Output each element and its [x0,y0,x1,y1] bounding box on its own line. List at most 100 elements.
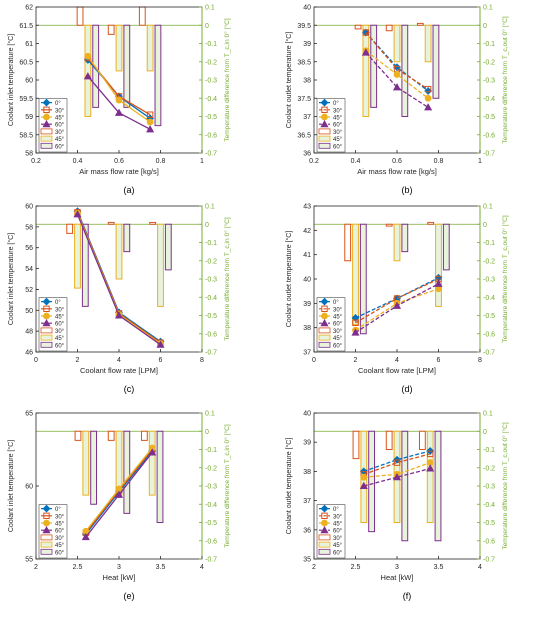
x-axis-label: Air mass flow rate [kg/s] [79,167,159,176]
diff-bar-60deg-3 [442,223,450,271]
data-point-30deg-1 [352,319,359,327]
diff-bar-30deg-1 [66,223,74,234]
legend-entry: 60° [333,343,343,349]
legend-bar-swatch [318,334,331,341]
y2-tick-label: 0.1 [205,5,215,12]
diff-bar-45deg-2 [393,223,401,262]
legend-marker [320,525,329,534]
x-axis-label: Coolant flow rate [LPM] [358,366,436,375]
diff-bar-30deg-3 [138,6,146,26]
legend-bar-swatch [318,341,331,348]
y2-tick-label: -0.6 [483,132,495,139]
legend-bar-swatch [40,541,53,548]
y-tick-label: 40 [303,411,311,418]
y-tick-label: 60.5 [19,59,33,66]
panel-caption: (f) [403,591,412,601]
diff-bar-30deg-2 [107,24,115,35]
y2-tick-label: -0.6 [483,331,495,338]
y2-axis-label: Temperature difference from T_c,in 0° [°… [223,217,231,341]
legend-marker [42,98,51,107]
y2-tick-label: -0.6 [205,538,217,545]
x-tick-label: 6 [159,357,163,364]
diff-bar-30deg-2 [107,430,115,441]
diff-bar-45deg-2 [393,24,401,63]
y2-axis-label: Temperature difference from T_c,out 0° [… [501,422,509,550]
legend-entry: 60° [333,550,343,556]
series-line-30deg [355,278,439,324]
data-point-60deg-3 [426,464,435,472]
legend-marker [43,512,50,519]
y-tick-label: 36 [303,151,311,158]
y2-tick-label: -0.2 [205,59,217,66]
legend-entry: 60° [55,529,65,535]
legend-entry: 30° [55,329,65,335]
y2-tick-label: -0.3 [205,277,217,284]
y-tick-label: 36.5 [297,132,311,139]
diff-bar-30deg-3 [149,221,157,225]
diff-bar-60deg-2 [123,430,131,514]
data-point-60deg-1 [359,481,368,490]
y2-axis-label: Temperature difference from T_c,in 0° [°… [223,18,231,142]
diff-bar-30deg-2 [107,221,115,225]
legend: 0°30°45°60°30°45°60° [38,504,68,559]
y-tick-label: 60 [25,204,33,211]
y2-tick-label: -0.6 [483,538,495,545]
diff-bar-45deg-2 [115,223,123,280]
y2-tick-label: -0.4 [483,502,495,509]
y2-tick-label: -0.5 [483,114,495,121]
legend-marker [42,504,51,513]
legend-entry: 60° [55,550,65,556]
legend-entry: 30° [333,130,343,136]
legend-bar-swatch [318,541,331,548]
x-tick-label: 2 [34,564,38,571]
legend-bar-swatch [40,548,53,555]
y-tick-label: 60 [25,484,33,491]
legend-marker [321,305,328,313]
legend-entry: 60° [333,322,343,328]
legend-entry: 0° [55,101,61,107]
y2-tick-label: -0.5 [205,313,217,320]
legend-entry: 60° [55,123,65,129]
data-point-60deg-1 [73,210,82,218]
legend-bar-swatch [40,534,53,541]
legend-entry: 45° [55,522,65,528]
legend-entry: 60° [333,529,343,535]
x-axis-label: Heat [kW] [381,573,414,582]
y-tick-label: 39 [303,41,311,48]
data-point-60deg-2 [392,301,402,309]
y2-tick-label: -0.6 [205,331,217,338]
y-tick-label: 50 [25,308,33,315]
panel-caption: (e) [124,591,135,601]
legend-entry: 30° [55,536,65,542]
data-point-45deg-2 [393,71,401,78]
legend-marker [321,512,328,519]
y-tick-label: 61.5 [19,23,33,30]
x-tick-label: 2.5 [73,564,83,571]
legend-entry: 30° [333,514,343,520]
legend-entry: 45° [333,315,343,321]
x-axis-label: Air mass flow rate [kg/s] [357,167,437,176]
diff-bar-30deg-1 [74,430,82,441]
y-axis-label: Coolant outlet temperature [°C] [285,438,293,535]
x-tick-label: 2 [76,357,80,364]
diff-bar-45deg-2 [115,24,123,72]
x-tick-label: 2 [312,564,316,571]
y2-tick-label: -0.4 [205,502,217,509]
legend-entry: 30° [333,329,343,335]
panel-caption: (b) [402,185,413,195]
y2-tick-label: 0.1 [483,411,493,418]
x-tick-label: 8 [200,357,204,364]
diff-bar-45deg-3 [157,223,164,307]
y-axis-label: Coolant outlet temperature [°C] [285,32,293,129]
y2-tick-label: -0.6 [205,132,217,139]
y-tick-label: 35 [303,557,311,564]
diff-bar-45deg-1 [362,24,370,117]
legend-entry: 45° [55,543,65,549]
legend-entry: 60° [55,144,65,150]
y-tick-label: 61 [25,41,33,48]
diff-bar-60deg-3 [154,24,162,127]
legend-entry: 30° [55,514,65,520]
y2-tick-label: 0 [483,222,487,229]
panel-b: 0.2 0.4 0.6 0.8 1 36 36.5 37 37.5 38 38.5 39 39.5 40 -… [285,5,509,196]
y-tick-label: 59.5 [19,96,33,103]
